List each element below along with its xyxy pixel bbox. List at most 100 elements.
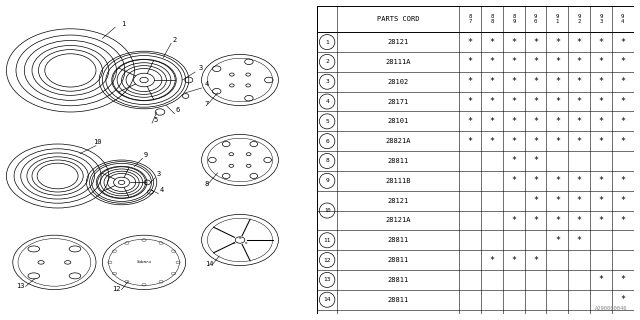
Text: *: *	[620, 176, 625, 185]
Text: *: *	[490, 117, 495, 126]
Text: *: *	[511, 137, 516, 146]
Text: *: *	[577, 176, 582, 185]
Text: *: *	[598, 216, 604, 225]
Text: *: *	[577, 57, 582, 66]
Text: *: *	[511, 37, 516, 47]
Text: 28121: 28121	[388, 39, 409, 45]
Text: *: *	[490, 97, 495, 106]
Text: 8: 8	[325, 158, 329, 164]
Text: *: *	[533, 37, 538, 47]
Text: *: *	[577, 196, 582, 205]
Text: 11: 11	[323, 238, 331, 243]
Text: 28821A: 28821A	[386, 138, 411, 144]
Text: *: *	[490, 57, 495, 66]
Text: 28121: 28121	[388, 198, 409, 204]
Text: A290000046: A290000046	[595, 306, 627, 310]
Text: *: *	[577, 37, 582, 47]
Text: *: *	[577, 77, 582, 86]
Text: o: o	[239, 236, 241, 240]
Text: *: *	[490, 37, 495, 47]
Text: *: *	[598, 276, 604, 284]
Text: *: *	[620, 295, 625, 304]
Text: *: *	[533, 196, 538, 205]
Text: *: *	[533, 176, 538, 185]
Text: *: *	[598, 176, 604, 185]
Text: *: *	[555, 57, 560, 66]
Text: 3: 3	[198, 65, 203, 71]
Text: *: *	[577, 216, 582, 225]
Text: 13: 13	[323, 277, 331, 283]
Text: 9
3: 9 3	[599, 14, 602, 24]
Text: 28111A: 28111A	[386, 59, 411, 65]
Text: *: *	[555, 117, 560, 126]
Text: 1: 1	[325, 40, 329, 44]
Text: *: *	[555, 77, 560, 86]
Text: 7: 7	[205, 100, 209, 107]
Text: *: *	[533, 57, 538, 66]
Text: *: *	[511, 216, 516, 225]
Text: *: *	[577, 236, 582, 245]
Text: *: *	[620, 77, 625, 86]
Text: *: *	[555, 137, 560, 146]
Text: 4: 4	[160, 187, 164, 193]
Text: 9
2: 9 2	[577, 14, 580, 24]
Text: 28811: 28811	[388, 277, 409, 283]
Text: *: *	[533, 137, 538, 146]
Text: *: *	[598, 137, 604, 146]
Text: *: *	[490, 77, 495, 86]
Text: 14: 14	[323, 297, 331, 302]
Text: *: *	[620, 137, 625, 146]
Text: *: *	[468, 97, 473, 106]
Text: 28811: 28811	[388, 237, 409, 243]
Text: 2: 2	[325, 60, 329, 64]
Text: 8
8: 8 8	[490, 14, 493, 24]
Text: 10: 10	[324, 208, 330, 213]
Text: Subaru: Subaru	[136, 260, 152, 264]
Text: *: *	[577, 137, 582, 146]
Text: *: *	[598, 196, 604, 205]
Text: *: *	[555, 37, 560, 47]
Text: 28171: 28171	[388, 99, 409, 105]
Text: *: *	[511, 117, 516, 126]
Text: *: *	[555, 216, 560, 225]
Text: *: *	[468, 117, 473, 126]
Text: 28811: 28811	[388, 297, 409, 303]
Text: *: *	[555, 236, 560, 245]
Text: *: *	[511, 176, 516, 185]
Text: *: *	[533, 256, 538, 265]
Text: 3: 3	[157, 171, 161, 177]
Text: 9
0: 9 0	[534, 14, 537, 24]
Text: *: *	[620, 37, 625, 47]
Text: *: *	[555, 196, 560, 205]
Text: *: *	[511, 256, 516, 265]
Text: *: *	[598, 77, 604, 86]
Text: o: o	[244, 241, 247, 245]
Text: *: *	[555, 97, 560, 106]
Text: 2: 2	[173, 36, 177, 43]
Text: 13: 13	[16, 283, 24, 289]
Text: *: *	[555, 176, 560, 185]
Text: *: *	[598, 37, 604, 47]
Text: 28101: 28101	[388, 118, 409, 124]
Text: *: *	[468, 137, 473, 146]
Text: 9: 9	[144, 152, 148, 158]
Text: 9: 9	[325, 178, 329, 183]
Text: 5: 5	[325, 119, 329, 124]
Text: 5: 5	[154, 116, 158, 123]
Text: 28111B: 28111B	[386, 178, 411, 184]
Text: *: *	[533, 156, 538, 165]
Text: *: *	[468, 37, 473, 47]
Text: *: *	[511, 57, 516, 66]
Text: *: *	[620, 97, 625, 106]
Text: *: *	[620, 57, 625, 66]
Text: 8
9: 8 9	[512, 14, 515, 24]
Text: 28811: 28811	[388, 257, 409, 263]
Text: *: *	[511, 77, 516, 86]
Text: *: *	[620, 196, 625, 205]
Text: *: *	[468, 57, 473, 66]
Text: *: *	[620, 276, 625, 284]
Text: *: *	[533, 97, 538, 106]
Text: 12: 12	[112, 286, 120, 292]
Text: *: *	[490, 256, 495, 265]
Text: 28811: 28811	[388, 158, 409, 164]
